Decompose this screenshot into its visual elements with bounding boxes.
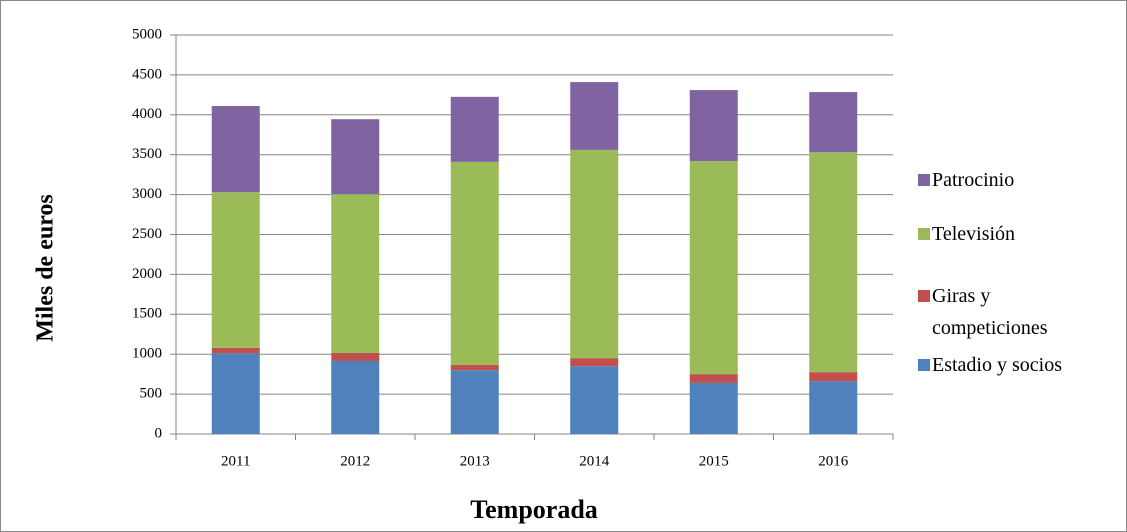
y-tick-label: 2500: [132, 226, 162, 242]
legend-label: Estadio y socios: [932, 354, 1062, 376]
bar-segment: [211, 347, 260, 354]
y-tick-label: 500: [140, 386, 163, 402]
y-tick-label: 3500: [132, 146, 162, 162]
bar-segment: [570, 82, 619, 150]
legend-swatch: [918, 359, 930, 371]
x-tick-label: 2016: [818, 453, 849, 469]
legend-label: Patrocinio: [932, 169, 1015, 191]
bar-segment: [450, 364, 499, 371]
bar-segment: [450, 96, 499, 162]
bar-segment: [570, 149, 619, 359]
y-tick-label: 0: [155, 425, 163, 441]
bar-segment: [809, 381, 858, 434]
bar-segment: [570, 358, 619, 367]
bar-segment: [450, 370, 499, 434]
bar-segment: [809, 152, 858, 373]
y-tick-label: 4500: [132, 66, 162, 82]
y-tick-label: 1500: [132, 306, 162, 322]
x-tick-label: 2015: [699, 453, 729, 469]
bar-segment: [331, 353, 380, 361]
x-tick-label: 2012: [340, 453, 370, 469]
x-tick-label: 2011: [221, 453, 250, 469]
legend-label: Giras y competiciones: [932, 285, 1048, 339]
y-axis-title: Miles de euros: [33, 194, 59, 342]
bar-segment: [689, 374, 738, 383]
bar-segment: [211, 106, 260, 193]
bar-segment: [331, 119, 380, 195]
x-axis-title: Temporada: [470, 495, 598, 524]
bar-segment: [331, 360, 380, 434]
legend-label: Televisión: [932, 223, 1016, 245]
bar-segment: [570, 366, 619, 434]
y-tick-label: 5000: [132, 26, 162, 42]
bar-segment: [809, 92, 858, 153]
legend-swatch: [918, 228, 930, 240]
bar-segment: [211, 353, 260, 434]
bar-segment: [809, 372, 858, 382]
bar-segment: [689, 382, 738, 434]
bar-segment: [450, 161, 499, 365]
x-tick-label: 2014: [579, 453, 610, 469]
bar-segment: [331, 194, 380, 354]
y-tick-label: 1000: [132, 346, 162, 362]
bar-segment: [689, 90, 738, 162]
bar-segment: [689, 161, 738, 375]
legend-swatch: [918, 290, 930, 302]
bar-segment: [211, 192, 260, 348]
y-tick-label: 2000: [132, 266, 162, 282]
legend-swatch: [918, 174, 930, 186]
x-tick-label: 2013: [460, 453, 490, 469]
y-tick-label: 3000: [132, 186, 162, 202]
y-tick-label: 4000: [132, 106, 162, 122]
